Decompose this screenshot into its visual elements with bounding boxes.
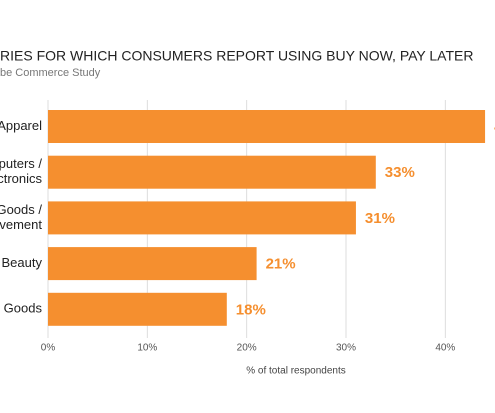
value-label: 18% — [236, 301, 266, 318]
bar — [48, 155, 376, 189]
y-tick-label: ctronics — [0, 171, 42, 186]
value-label: 33% — [385, 164, 415, 181]
bar — [48, 110, 486, 143]
y-tick-label: g Goods — [0, 301, 42, 316]
bar — [48, 247, 257, 281]
value-label: 31% — [365, 210, 395, 227]
x-axis-label: % of total respondents — [246, 366, 346, 377]
y-tick-label: Beauty — [2, 255, 43, 270]
x-tick-label: 10% — [137, 343, 157, 354]
bar — [48, 201, 356, 235]
bar — [48, 292, 227, 326]
x-tick-label: 20% — [237, 343, 257, 354]
x-tick-label: 0% — [41, 343, 56, 354]
y-tick-label: Goods / — [0, 202, 42, 217]
chart-subtitle: be Commerce Study — [0, 67, 101, 79]
x-tick-label: 30% — [336, 343, 356, 354]
chart-title: RIES FOR WHICH CONSUMERS REPORT USING BU… — [0, 48, 473, 64]
x-tick-label: 40% — [435, 343, 455, 354]
y-tick-label: Apparel — [0, 118, 42, 133]
y-tick-label: puters / — [0, 156, 42, 171]
value-label: 21% — [266, 256, 296, 273]
y-tick-label: vement — [0, 217, 42, 232]
